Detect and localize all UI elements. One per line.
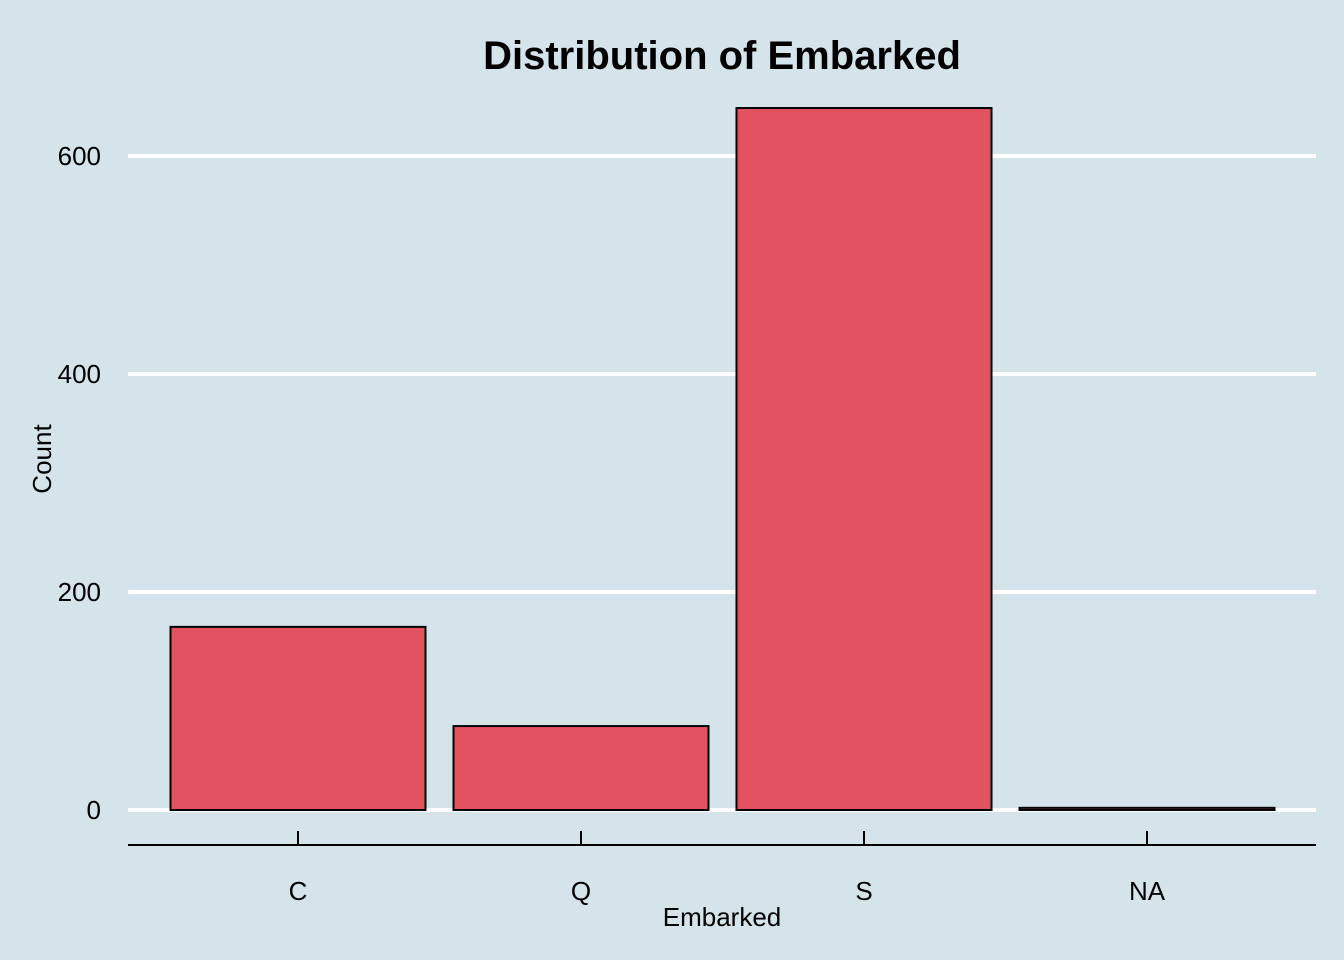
x-tick-label: Q — [571, 876, 591, 906]
bar-q — [452, 725, 710, 812]
chart-title: Distribution of Embarked — [483, 34, 961, 78]
y-tick-label: 0 — [87, 795, 101, 825]
bar-s — [735, 107, 993, 812]
x-axis-ticks: C Q S NA — [289, 831, 1166, 906]
y-axis-label: Count — [27, 424, 57, 494]
bar-c — [169, 625, 427, 811]
y-tick-label: 200 — [58, 577, 101, 607]
y-tick-label: 600 — [58, 141, 101, 171]
x-tick-label: NA — [1129, 876, 1166, 906]
y-tick-label: 400 — [58, 359, 101, 389]
x-axis-label: Embarked — [663, 902, 782, 932]
bars — [169, 107, 1276, 812]
y-axis-ticks: 0 200 400 600 — [58, 141, 101, 825]
x-tick-label: S — [855, 876, 872, 906]
x-tick-label: C — [289, 876, 308, 906]
bar-na — [1018, 806, 1276, 812]
